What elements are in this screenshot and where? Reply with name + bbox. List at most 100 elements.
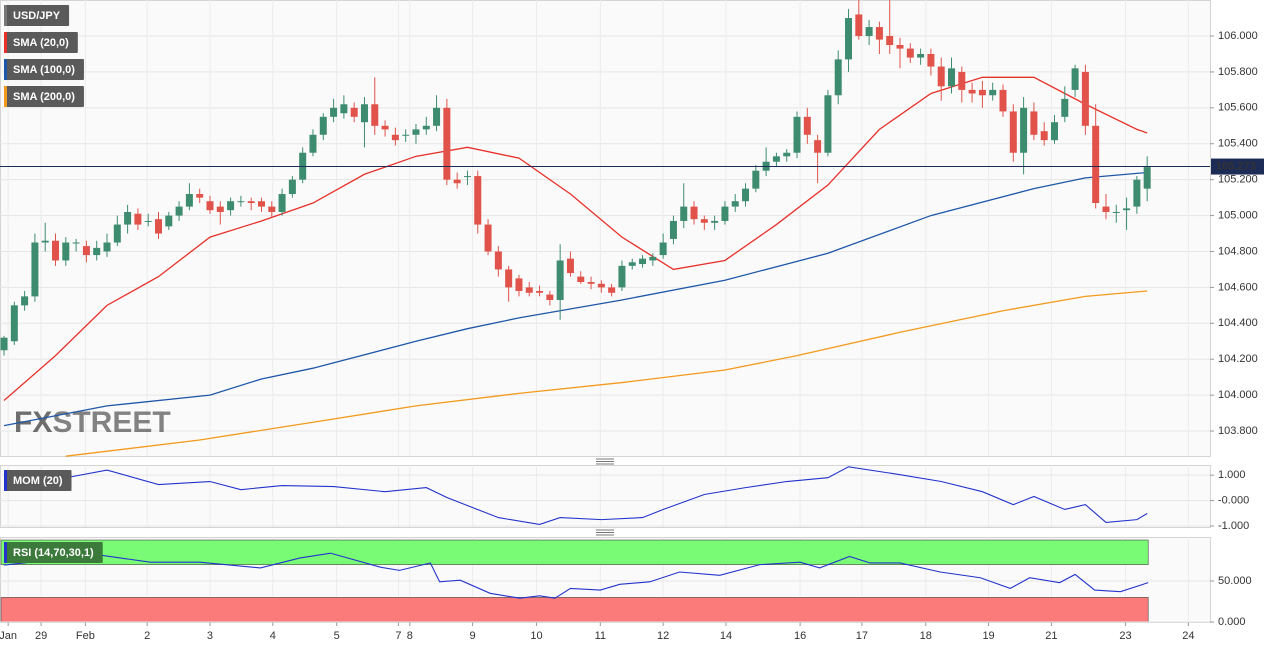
candle-body [463, 176, 471, 178]
candle-body [875, 27, 883, 40]
candle-body [1020, 107, 1028, 153]
candle-body [639, 258, 647, 265]
y-tick-label: 105.400 [1218, 138, 1258, 150]
candle-body [1009, 111, 1017, 153]
candle-body [618, 265, 626, 288]
x-tick-label: 2 [144, 630, 150, 642]
x-tick-label: 10 [530, 630, 542, 642]
candle-body [845, 18, 853, 60]
candle-body [113, 224, 121, 243]
candle-body [453, 179, 461, 184]
candle-body [896, 44, 904, 49]
legend-box [4, 59, 84, 80]
panel-grip[interactable] [596, 529, 614, 536]
sma-line [65, 290, 1148, 457]
legend-box [4, 86, 84, 107]
candle-body [52, 240, 60, 261]
candle-body [608, 287, 616, 293]
y-tick-label: 103.800 [1218, 425, 1258, 437]
candle-body [1092, 125, 1100, 204]
candle-body [772, 156, 780, 162]
x-tick-label: Jan [0, 630, 17, 642]
candle-body [268, 206, 276, 212]
candle-body [340, 104, 348, 114]
candle-body [721, 206, 729, 221]
candle-body [742, 188, 750, 202]
y-tick-label: 104.200 [1218, 353, 1258, 365]
y-tick-label: 105.600 [1218, 102, 1258, 114]
candle-body [484, 224, 492, 252]
legend-swatch [4, 59, 7, 80]
x-tick-label: 8 [407, 630, 413, 642]
legend-label: SMA (20,0) [13, 37, 69, 49]
y-tick-label: 105.800 [1218, 66, 1258, 78]
candle-body [82, 246, 90, 256]
x-tick-label: 11 [595, 630, 606, 642]
y-tick-label: 106.000 [1218, 30, 1258, 42]
candle-body [577, 276, 585, 283]
sma-line [3, 76, 1148, 402]
legend-label: USD/JPY [13, 10, 61, 22]
x-tick-label: 3 [207, 630, 213, 642]
x-tick-label: 23 [1119, 630, 1131, 642]
candle-body [700, 219, 708, 223]
candle-body [474, 176, 482, 225]
candle-body [968, 89, 976, 94]
candle-body [196, 194, 204, 198]
y-tick-label: -1.000 [1218, 520, 1249, 532]
candle-body [597, 283, 605, 288]
candle-body [381, 125, 389, 130]
x-tick-label: 5 [334, 630, 340, 642]
legend-label: RSI (14,70,30,1) [13, 547, 94, 559]
legend-box [4, 5, 70, 26]
last-price-label: 105.273 [1216, 160, 1256, 172]
y-tick-label: 105.000 [1218, 209, 1258, 221]
candle-body [793, 116, 801, 153]
candle-body [546, 294, 554, 300]
candle-body [536, 290, 544, 293]
zone-band [0, 539, 1149, 565]
candle-body [134, 213, 142, 225]
legend-entry: SMA (200,0) [4, 86, 84, 107]
candle-body [1133, 179, 1141, 207]
legend-label: SMA (200,0) [13, 91, 75, 103]
candle-body [917, 53, 925, 58]
candle-body [185, 194, 193, 207]
y-tick-label: 50.000 [1218, 575, 1252, 587]
candle-body [906, 48, 914, 58]
candle-body [628, 262, 636, 266]
candle-body [31, 242, 39, 297]
x-tick-label: 17 [856, 630, 868, 642]
candle-body [206, 201, 214, 211]
panel-grip[interactable] [596, 458, 614, 465]
candle-body [680, 206, 688, 221]
legend-box [4, 470, 72, 491]
candle-body [62, 242, 70, 261]
x-tick-label: 7 [395, 630, 401, 642]
y-tick-label: 0.000 [1218, 616, 1246, 628]
candle-body [556, 260, 564, 300]
candle-body [566, 258, 574, 274]
candle-body [330, 107, 338, 117]
candle-body [927, 53, 935, 67]
candle-body [783, 152, 791, 157]
candle-body [834, 59, 842, 96]
candle-body [525, 287, 533, 293]
candle-body [989, 89, 997, 96]
candle-body [247, 201, 255, 204]
candle-body [103, 242, 111, 252]
candle-body [690, 206, 698, 220]
candle-body [0, 337, 8, 351]
legend-label: MOM (20) [13, 475, 63, 487]
y-tick-label: 104.600 [1218, 281, 1258, 293]
candle-body [72, 242, 80, 244]
x-tick-label: 9 [470, 630, 476, 642]
candle-body [237, 201, 245, 203]
legend-entry: USD/JPY [4, 5, 70, 26]
candle-body [711, 220, 719, 223]
candle-body [402, 134, 410, 136]
candle-body [1050, 122, 1058, 141]
candle-body [391, 134, 399, 141]
x-tick-label: Feb [76, 630, 95, 642]
